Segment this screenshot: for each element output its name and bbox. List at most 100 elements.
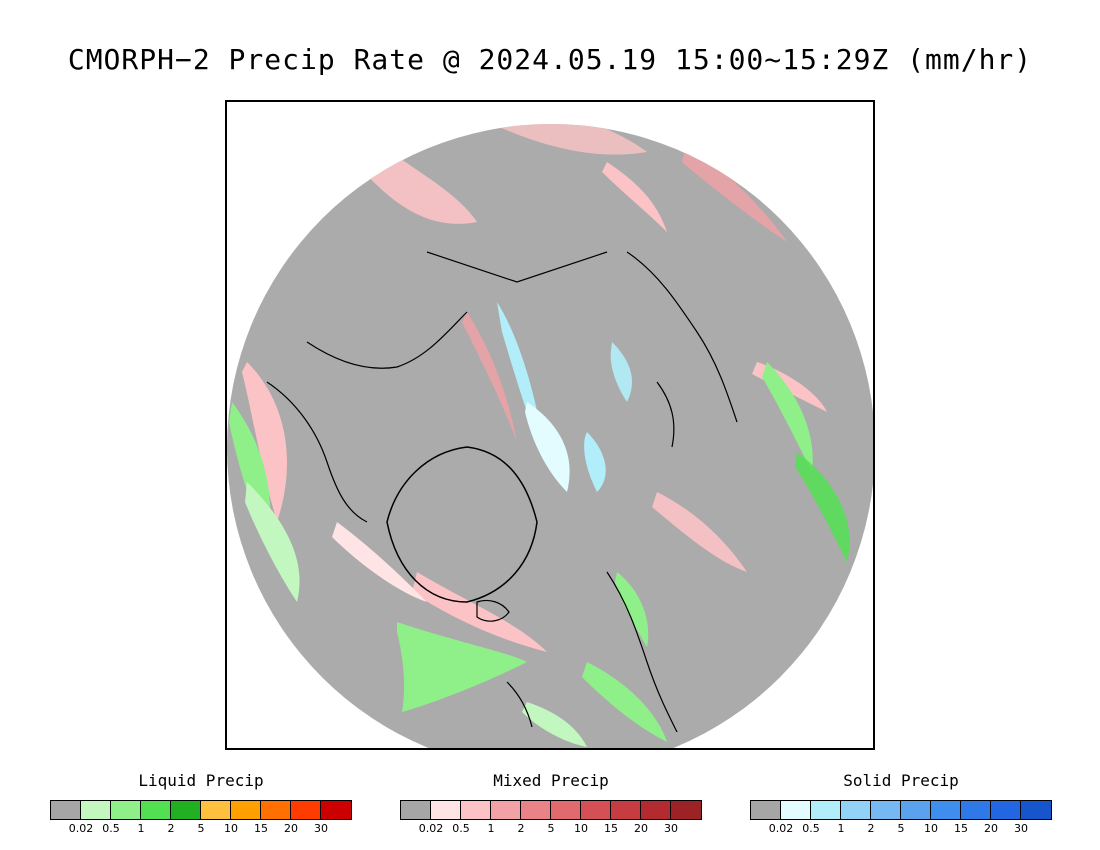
- legend-solid-swatch: [1021, 801, 1051, 819]
- legend-liquid-title: Liquid Precip: [138, 771, 264, 790]
- precip-fields: [229, 124, 850, 747]
- legend-solid-tick-label: 1: [837, 822, 845, 835]
- canada-coastline: [306, 311, 468, 369]
- mixed-precip-area: [242, 362, 287, 522]
- british-isles-coastline: [506, 681, 533, 728]
- liquid-precip-area: [582, 662, 667, 742]
- solid-precip-area: [610, 342, 632, 402]
- legend-liquid-swatch: [291, 801, 321, 819]
- legend-mixed-swatch: [521, 801, 551, 819]
- legend-mixed-tick-label: 20: [634, 822, 648, 835]
- legend-mixed-swatch: [461, 801, 491, 819]
- legend-liquid-swatch: [231, 801, 261, 819]
- legend-mixed-swatch: [581, 801, 611, 819]
- legend-liquid-swatch: [261, 801, 291, 819]
- hudson-bay-coastline: [266, 381, 368, 523]
- legend-liquid-tick-label: 1: [137, 822, 145, 835]
- legend-liquid-tick-label: 5: [197, 822, 205, 835]
- legend-liquid-tick-label: 2: [167, 822, 175, 835]
- legend-mixed-title: Mixed Precip: [493, 771, 609, 790]
- legend-liquid-swatch: [111, 801, 141, 819]
- legend-solid-swatch: [751, 801, 781, 819]
- legend-liquid-swatch: [81, 801, 111, 819]
- mixed-precip-area: [682, 142, 787, 242]
- legend-solid-swatch: [901, 801, 931, 819]
- legend-solid-swatch: [841, 801, 871, 819]
- legend-solid: Solid Precip 0.02 0.5 1 2 5 10 15 20 30: [750, 771, 1052, 835]
- legend-liquid-swatch: [321, 801, 351, 819]
- mixed-precip-area: [462, 312, 517, 442]
- legend-solid-swatch: [811, 801, 841, 819]
- legend-liquid-ticks: 0.02 0.5 1 2 5 10 15 20 30: [50, 822, 352, 836]
- legend-liquid-swatch: [51, 801, 81, 819]
- solid-precip-area: [525, 402, 570, 492]
- legend-liquid-tick-label: 0.5: [102, 822, 120, 835]
- liquid-precip-area: [245, 482, 300, 602]
- liquid-precip-area: [795, 452, 850, 562]
- legend-mixed-tick-label: 2: [517, 822, 525, 835]
- mixed-precip-area: [467, 124, 647, 155]
- polar-map: [225, 100, 875, 750]
- legend-solid-swatch: [991, 801, 1021, 819]
- legend-liquid-swatch: [171, 801, 201, 819]
- legend-solid-ticks: 0.02 0.5 1 2 5 10 15 20 30: [750, 822, 1052, 836]
- legend-liquid-tick-label: 15: [254, 822, 268, 835]
- legend-liquid-tick-label: 10: [224, 822, 238, 835]
- legend-solid-tick-label: 10: [924, 822, 938, 835]
- legend-solid-swatch: [781, 801, 811, 819]
- legend-solid-title: Solid Precip: [843, 771, 959, 790]
- siberia-coastline: [626, 251, 738, 423]
- alaska-siberia-coastline: [426, 251, 608, 283]
- legend-mixed-swatch: [491, 801, 521, 819]
- chart-title: CMORPH−2 Precip Rate @ 2024.05.19 15:00~…: [67, 43, 1033, 76]
- legend-solid-swatch: [871, 801, 901, 819]
- legend-mixed-swatch: [641, 801, 671, 819]
- legend-mixed-tick-label: 5: [547, 822, 555, 835]
- legend-mixed-ticks: 0.02 0.5 1 2 5 10 15 20 30: [400, 822, 702, 836]
- greenland-coastline: [386, 446, 538, 603]
- legend-solid-tick-label: 5: [897, 822, 905, 835]
- legend-mixed-swatch: [431, 801, 461, 819]
- mixed-precip-area: [602, 162, 667, 232]
- legend-solid-tick-label: 2: [867, 822, 875, 835]
- liquid-precip-area: [397, 622, 527, 712]
- legend-liquid-swatch: [201, 801, 231, 819]
- legend-mixed-tick-label: 15: [604, 822, 618, 835]
- liquid-precip-area: [615, 572, 649, 647]
- legend-solid-tick-label: 15: [954, 822, 968, 835]
- legend-solid-swatch: [931, 801, 961, 819]
- legend-solid-tick-label: 20: [984, 822, 998, 835]
- legend-liquid-tick-label: 30: [314, 822, 328, 835]
- legend-mixed-swatch: [551, 801, 581, 819]
- legend-solid-tick-label: 0.02: [768, 822, 794, 835]
- legend-mixed-tick-label: 0.02: [418, 822, 444, 835]
- legend-solid-tick-label: 30: [1014, 822, 1028, 835]
- legend-solid-swatch: [961, 801, 991, 819]
- legend-liquid-swatch: [141, 801, 171, 819]
- iceland-coastline: [476, 599, 510, 622]
- legend-mixed-swatch: [401, 801, 431, 819]
- mixed-precip-area: [652, 492, 747, 572]
- legend-liquid-colorbar: [50, 800, 352, 820]
- liquid-precip-area: [522, 702, 587, 747]
- legend-mixed-swatch: [671, 801, 701, 819]
- legend-solid-tick-label: 0.5: [802, 822, 820, 835]
- solid-precip-area: [584, 432, 606, 492]
- novaya-zemlya-coastline: [656, 381, 675, 448]
- legend-solid-colorbar: [750, 800, 1052, 820]
- legend-liquid: Liquid Precip 0.02 0.5 1 2 5 10 15 20 30: [50, 771, 352, 835]
- legend-liquid-tick-label: 0.02: [68, 822, 94, 835]
- legend-mixed-tick-label: 1: [487, 822, 495, 835]
- legend-mixed: Mixed Precip 0.02 0.5 1 2 5 10 15 20 30: [400, 771, 702, 835]
- liquid-precip-area: [762, 362, 813, 472]
- legend-mixed-tick-label: 10: [574, 822, 588, 835]
- legend-liquid-tick-label: 20: [284, 822, 298, 835]
- legend-mixed-tick-label: 0.5: [452, 822, 470, 835]
- legend-mixed-colorbar: [400, 800, 702, 820]
- scandinavia-coastline: [606, 571, 678, 733]
- legend-mixed-swatch: [611, 801, 641, 819]
- mixed-precip-area: [332, 522, 427, 602]
- mixed-precip-area: [412, 572, 547, 652]
- legend-mixed-tick-label: 30: [664, 822, 678, 835]
- polar-map-canvas: [227, 124, 873, 748]
